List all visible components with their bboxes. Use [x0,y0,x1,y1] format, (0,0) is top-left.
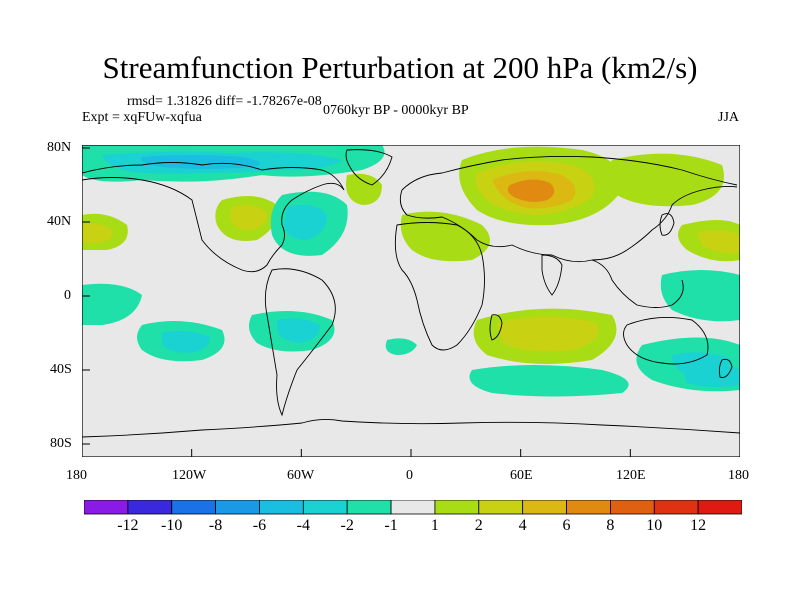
colorbar-box [171,500,217,515]
lon-tick-label: 180 [728,468,749,483]
coastline-antarctica [82,418,740,438]
colorbar-label: -4 [296,517,310,534]
colorbar-label: 4 [518,517,527,534]
rmsd-diff-stat: rmsd= 1.31826 diff= -1.78267e-08 [127,94,322,109]
colorbar-label: 6 [562,517,571,534]
anomaly-dateline-west [82,223,113,243]
coastline-madagascar [489,314,503,341]
colorbar-box [390,500,436,515]
colorbar-box [610,500,655,515]
lat-tick-label: 40N [47,214,72,229]
colorbar-box [434,500,480,515]
anomaly-arctic-canada [141,155,260,169]
colorbar-label: -6 [252,517,267,534]
anomaly-siberia [507,179,555,202]
colorbar-box [697,500,742,515]
coastline-north-america [82,162,345,273]
lon-tick-label: 120W [172,468,207,483]
coastline-new-zealand [718,358,733,378]
lat-tick-label: 40S [50,362,72,377]
colorbar-box [478,500,524,515]
coastline-europe-asia [399,155,738,263]
coastline-south-america [264,268,336,417]
coastline-india [541,254,563,296]
colorbar-label: 12 [690,517,707,534]
coastlines [82,149,740,438]
anomaly-south-atlantic [385,338,417,355]
colorbar-box [346,500,392,515]
experiment-label: Expt = xqFUw-xqfua [82,110,202,125]
colorbar-label: -1 [384,517,398,534]
anomaly-south-america [277,318,320,343]
anomaly-tropical-pacific-west [82,283,142,325]
anomaly-north-atlantic-west [284,204,327,240]
colorbar-box [653,500,699,515]
colorbar-box [84,500,129,515]
period-label: 0760kyr BP - 0000kyr BP [323,103,469,118]
colorbar-box [522,500,567,515]
colorbar-label: -8 [208,517,223,534]
colorbar-label: -2 [340,517,354,534]
season-label: JJA [718,110,740,125]
lat-tick-label: 80S [50,436,72,451]
figure-title: Streamfunction Perturbation at 200 hPa (… [102,50,698,85]
lon-tick-label: 60E [510,468,533,483]
colorbar-label: 8 [606,517,615,534]
lon-tick-label: 60W [287,468,315,483]
anomaly-east-asia [608,153,724,207]
lon-tick-label: 120E [616,468,646,483]
lon-tick-label: 180 [66,468,87,483]
positive-anomaly-regions [82,146,740,364]
colorbar-label: 10 [646,517,663,534]
anomaly-western-pacific [660,270,740,322]
lat-tick-label: 0 [64,288,71,303]
colorbar-box [566,500,611,515]
lon-tick-label: 0 [406,468,413,483]
anomaly-south-pacific [162,330,210,353]
anomaly-south-indian [469,365,629,397]
lat-tick-label: 80N [47,140,72,155]
anomaly-north-atlantic [346,173,382,205]
colorbar-label: 2 [474,517,483,534]
coastline-australia [623,316,709,365]
colorbar [84,500,742,515]
anomaly-north-africa [400,211,490,262]
colorbar-box [215,500,260,515]
coastline-greenland [345,149,393,186]
colorbar-box [302,500,348,515]
coastline-southeast-asia [591,259,684,308]
streamfunction-map [82,145,740,457]
coastline-japan [659,213,675,236]
anomaly-indian-ocean [497,316,599,352]
axis-ticks [82,147,740,457]
colorbar-label: -12 [117,517,139,534]
colorbar-box [127,500,173,515]
coastline-africa [394,222,485,351]
negative-anomaly-regions [82,145,740,397]
colorbar-label: -10 [161,517,183,534]
anomaly-north-pacific [697,230,740,254]
colorbar-label: 1 [430,517,439,534]
anomaly-south-indian [682,364,740,388]
colorbar-box [259,500,304,515]
anomaly-north-america [230,205,267,230]
